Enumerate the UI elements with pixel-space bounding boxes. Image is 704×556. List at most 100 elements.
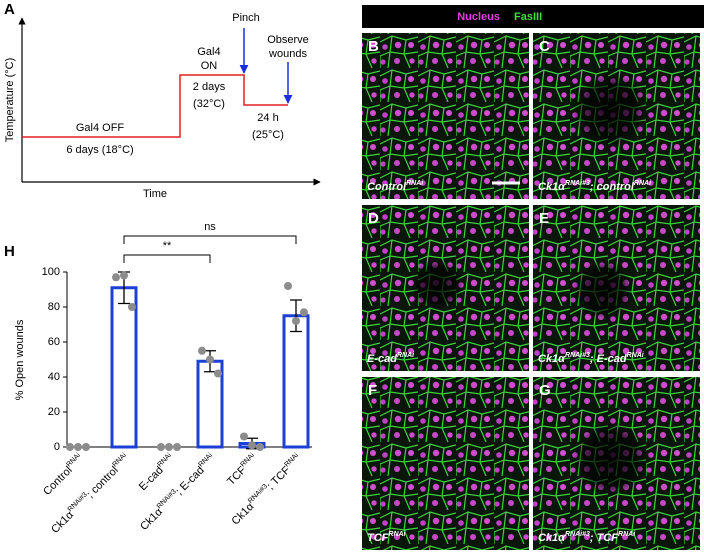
superscript: RNAi [627,352,645,359]
caption: TCFRNAi [225,452,261,488]
axis-label: % Open wounds [14,319,26,400]
superscript: RNAi [618,531,636,538]
bracket [123,235,297,244]
wound [573,421,649,497]
data-point [214,369,222,378]
caption: ControlRNAi [367,180,424,193]
panel-label: F [368,382,377,399]
superscript: RNAi#3 [247,483,269,505]
wound [573,260,633,320]
caption: TCFRNAi [367,531,407,544]
data-point [198,346,206,355]
data-point [284,282,292,290]
text: ; control [590,181,635,193]
legend-label: Nucleus [457,11,500,23]
text: Control [367,181,407,193]
data-point [292,317,300,325]
caption: Ck1αRNAi#3; E-cadRNAi [538,352,645,365]
y-tick-label: 0 [54,441,60,453]
text: Ck1α [538,181,566,193]
text: Control [41,464,75,498]
bar [282,314,310,449]
y-tick-label: 20 [48,406,60,418]
data-point [157,443,165,451]
caption: E-cadRNAi [367,352,415,365]
text: ; E-cad [173,464,206,497]
caption: Ck1αRNAi#3; controlRNAi [49,452,133,536]
data-point [300,308,308,317]
text: ; control [84,464,120,500]
superscript: RNAi#3 [565,531,590,538]
micrograph [362,377,529,550]
text: E-cad [367,353,397,365]
label: Gal4 OFF [76,122,125,134]
panel-label: E [539,210,549,227]
legend-label: FasIII [514,11,542,23]
panel-label: C [539,38,550,55]
superscript: RNAi#3 [156,488,178,510]
superscript: RNAi [634,180,652,187]
panel-label: G [539,382,551,399]
caption: Ck1αRNAi#3; E-cadRNAi [138,452,219,533]
temp-line [22,74,288,138]
superscript: RNAi [198,452,215,469]
data-point [82,443,90,451]
bracket [123,254,211,263]
text: ; TCF [590,532,618,544]
micrograph [362,33,529,199]
bar [110,286,138,449]
y-tick-label: 60 [48,336,60,348]
wound [572,72,648,148]
y-tick-label: 40 [48,371,60,383]
error-bar [290,299,302,333]
text: TCF [367,532,389,544]
label: 24 h [257,112,278,124]
data-point [240,432,248,441]
data-point [66,443,74,451]
text: ; E-cad [590,353,627,365]
wound [411,259,463,311]
panel-label: D [368,210,379,227]
superscript: RNAi [66,452,83,469]
superscript: RNAi [112,452,129,469]
superscript: RNAi [284,452,301,469]
y-tick-label: 100 [42,266,60,278]
label: Pinch [232,12,260,24]
label: 6 days (18°C) [66,144,133,156]
data-point [74,443,82,451]
data-point [256,443,264,451]
caption: Ck1αRNAi#3; controlRNAi [538,180,652,193]
caption: Ck1αRNAi#3; TCFRNAi [538,531,636,544]
panel-label: B [368,38,379,55]
header-bar [362,5,704,28]
annotation: ** [163,240,172,252]
superscript: RNAi [388,531,406,538]
label: wounds [268,48,307,60]
label: Observe [267,34,309,46]
superscript: RNAi#3 [67,491,89,513]
caption: E-cadRNAi [136,452,177,493]
label: Gal4 [197,46,220,58]
y-tick-label: 80 [48,301,60,313]
superscript: RNAi [157,452,174,469]
annotation: ns [204,221,216,233]
text: Ck1α [538,353,566,365]
superscript: RNAi [397,352,415,359]
text: Ck1α [538,532,566,544]
data-point [248,441,256,450]
data-point [165,443,173,451]
data-point [206,355,214,364]
panel-label: A [4,1,15,18]
panel-label: H [4,243,15,260]
label: ON [201,60,218,72]
label: 2 days [193,81,226,93]
data-point [128,303,136,311]
superscript: RNAi#3 [565,352,590,359]
superscript: RNAi [406,180,424,187]
axis-label: Time [143,188,167,200]
label: (32°C) [193,98,225,110]
data-point [173,443,181,451]
data-point [112,273,120,282]
label: (25°C) [252,129,284,141]
caption: ControlRNAi [41,452,87,498]
